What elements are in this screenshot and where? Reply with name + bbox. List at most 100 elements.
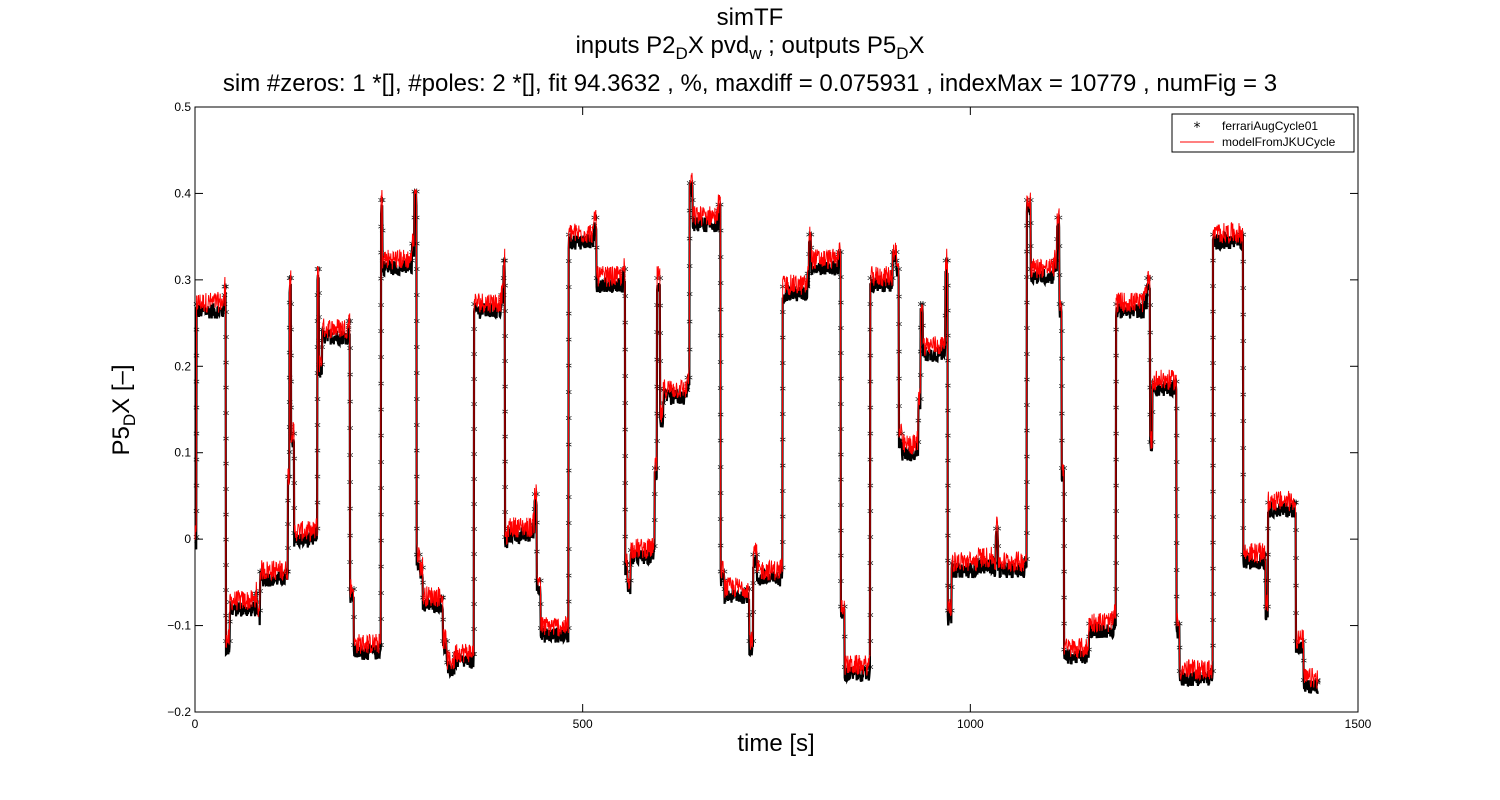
data-point-asterisk: *: [654, 464, 661, 479]
data-point-asterisk: *: [660, 412, 667, 427]
chart-subtitle-io: inputs P2DX pvdw ; outputs P5DX: [0, 32, 1500, 63]
data-point-asterisk: *: [990, 557, 997, 572]
data-point-asterisk: *: [1086, 646, 1093, 661]
data-point-asterisk: *: [1265, 576, 1272, 591]
data-point-asterisk: *: [942, 311, 949, 326]
y-tick-label: −0.1: [167, 619, 191, 633]
data-point-asterisk: *: [690, 179, 697, 194]
data-point-asterisk: *: [1024, 401, 1031, 416]
data-point-asterisk: *: [223, 283, 230, 298]
x-axis-label: time [s]: [737, 730, 815, 757]
data-point-asterisk: *: [746, 585, 753, 600]
data-point-asterisk: *: [193, 481, 200, 496]
data-point-asterisk: *: [1113, 611, 1120, 626]
data-point-asterisk: *: [1086, 633, 1093, 648]
data-point-asterisk: *: [1061, 490, 1068, 505]
data-point-asterisk: *: [806, 270, 813, 285]
data-point-asterisk: *: [1173, 378, 1180, 393]
title-subscript: D: [896, 44, 909, 63]
data-point-asterisk: *: [715, 213, 722, 228]
data-point-asterisk: *: [890, 261, 897, 276]
data-point-asterisk: *: [899, 442, 906, 457]
data-point-asterisk: *: [890, 274, 897, 289]
data-point-asterisk: *: [193, 533, 200, 548]
data-point-asterisk: *: [565, 571, 572, 586]
data-point-asterisk: *: [1210, 487, 1217, 502]
data-point-asterisk: *: [1210, 590, 1217, 605]
data-point-asterisk: *: [221, 300, 228, 315]
data-point-asterisk: *: [622, 345, 629, 360]
data-point-asterisk: *: [451, 658, 458, 673]
data-point-asterisk: *: [945, 257, 952, 272]
data-point-asterisk: *: [893, 265, 900, 280]
data-point-asterisk: *: [779, 512, 786, 527]
data-point-asterisk: *: [440, 594, 447, 609]
data-point-asterisk: *: [257, 607, 264, 622]
data-point-asterisk: *: [915, 416, 922, 431]
data-point-asterisk: *: [746, 637, 753, 652]
data-point-asterisk: *: [288, 274, 295, 289]
data-point-asterisk: *: [1147, 301, 1154, 316]
data-point-asterisk: *: [471, 550, 478, 565]
data-point-asterisk: *: [413, 239, 420, 254]
data-point-asterisk: *: [500, 274, 507, 289]
data-point-asterisk: *: [993, 559, 1000, 574]
data-point-asterisk: *: [351, 641, 358, 656]
y-tick-label: 0.4: [174, 186, 191, 200]
data-point-asterisk: *: [867, 507, 874, 522]
axis-tick-labels: 0 500 1000 1500 −0.2 −0.1 0 0.1 0.2 0.3 0.4 0.5: [167, 100, 1371, 731]
data-point-asterisk: *: [1300, 676, 1307, 691]
data-point-asterisk: *: [804, 276, 811, 291]
data-point-asterisk: *: [750, 608, 757, 623]
data-point-asterisk: *: [620, 270, 627, 285]
data-point-asterisk: *: [502, 307, 509, 322]
data-point-asterisk: *: [975, 557, 982, 572]
data-point-asterisk: *: [420, 563, 427, 578]
data-point-asterisk: *: [1054, 235, 1061, 250]
legend-box: [1171, 113, 1355, 153]
data-point-asterisk: *: [654, 410, 661, 425]
data-point-asterisk: *: [867, 585, 874, 600]
data-point-asterisk: *: [286, 448, 293, 463]
data-point-asterisk: *: [995, 525, 1002, 540]
data-point-asterisk: *: [378, 641, 385, 656]
data-point-asterisk: *: [227, 617, 234, 632]
data-point-asterisk: *: [314, 473, 321, 488]
data-point-asterisk: *: [896, 265, 903, 280]
data-point-asterisk: *: [1024, 452, 1031, 467]
data-point-asterisk: *: [920, 300, 927, 315]
data-point-asterisk: *: [867, 637, 874, 652]
data-point-asterisk: *: [1210, 616, 1217, 631]
data-point-asterisk: *: [502, 357, 509, 372]
data-point-asterisk: *: [376, 641, 383, 656]
data-point-asterisk: *: [808, 231, 815, 246]
data-point-asterisk: *: [413, 265, 420, 280]
data-point-asterisk: *: [471, 600, 478, 615]
data-point-asterisk: *: [347, 317, 354, 332]
data-point-asterisk: *: [1141, 295, 1148, 310]
data-point-asterisk: *: [591, 222, 598, 237]
chart-title: simTF: [716, 4, 784, 31]
data-point-asterisk: *: [1173, 431, 1180, 446]
data-point-asterisk: *: [838, 248, 845, 263]
data-point-asterisk: *: [975, 559, 982, 574]
data-point-asterisk: *: [534, 576, 541, 591]
data-point-asterisk: *: [654, 437, 661, 452]
data-point-asterisk: *: [565, 545, 572, 560]
legend-marker-asterisk: *: [1194, 120, 1201, 136]
data-point-asterisk: *: [920, 343, 927, 358]
data-point-asterisk: *: [469, 650, 476, 665]
title-text-part: ; outputs P5: [761, 32, 897, 59]
data-point-asterisk: *: [1144, 283, 1151, 298]
data-point-asterisk: *: [593, 274, 600, 289]
data-point-asterisk: *: [312, 527, 319, 542]
data-point-asterisk: *: [502, 533, 509, 548]
chart-subtitle-stats: sim #zeros: 1 *[], #poles: 2 *[], fit 94…: [222, 70, 1278, 97]
data-point-asterisk: *: [1054, 257, 1061, 272]
data-point-asterisk: *: [990, 559, 997, 574]
data-point-asterisk: *: [223, 358, 230, 373]
data-point-asterisk: *: [1059, 327, 1066, 342]
data-point-asterisk: *: [865, 663, 872, 678]
data-point-asterisk: *: [975, 555, 982, 570]
data-point-asterisk: *: [314, 447, 321, 462]
